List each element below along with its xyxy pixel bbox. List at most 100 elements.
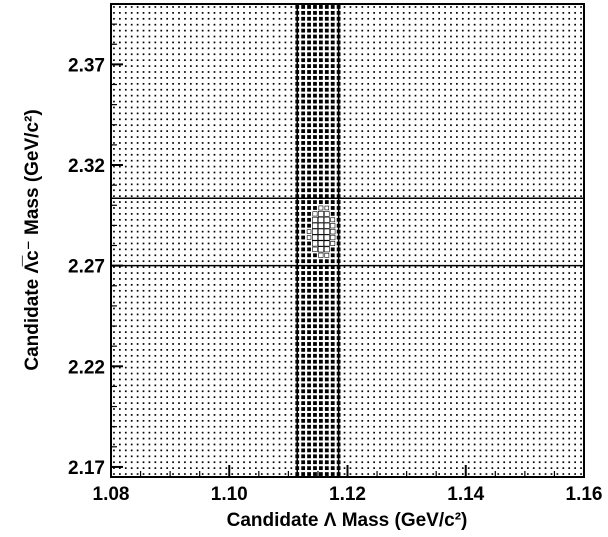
histogram-bin bbox=[473, 449, 476, 452]
histogram-bin bbox=[207, 372, 210, 375]
histogram-bin bbox=[160, 41, 163, 44]
histogram-bin bbox=[313, 164, 317, 169]
histogram-bin bbox=[284, 313, 287, 316]
histogram-bin bbox=[473, 343, 476, 345]
histogram-bin bbox=[408, 183, 411, 186]
histogram-bin bbox=[219, 65, 222, 67]
histogram-bin bbox=[396, 390, 399, 393]
histogram-bin bbox=[479, 295, 482, 298]
histogram-bin bbox=[142, 289, 145, 292]
histogram-bin bbox=[189, 372, 192, 375]
histogram-bin bbox=[130, 242, 133, 245]
histogram-bin bbox=[349, 224, 352, 227]
histogram-bin bbox=[408, 313, 411, 316]
histogram-bin bbox=[330, 241, 336, 246]
histogram-bin bbox=[456, 130, 458, 132]
histogram-bin bbox=[438, 402, 440, 404]
histogram-bin bbox=[266, 354, 269, 357]
histogram-bin bbox=[290, 467, 293, 469]
histogram-bin bbox=[355, 443, 358, 446]
histogram-bin bbox=[361, 94, 364, 97]
histogram-bin bbox=[438, 266, 440, 268]
histogram-bin bbox=[207, 201, 210, 203]
histogram-bin bbox=[255, 142, 257, 144]
histogram-bin bbox=[385, 94, 387, 97]
histogram-bin bbox=[284, 295, 287, 298]
histogram-bin bbox=[119, 266, 121, 268]
histogram-bin bbox=[408, 425, 411, 428]
histogram-bin bbox=[255, 77, 257, 79]
histogram-bin bbox=[178, 159, 180, 162]
histogram-bin bbox=[172, 266, 174, 268]
histogram-bin bbox=[461, 224, 464, 227]
histogram-bin bbox=[396, 207, 399, 209]
histogram-bin bbox=[148, 201, 151, 203]
histogram-bin bbox=[330, 413, 335, 417]
histogram-bin bbox=[249, 431, 251, 434]
histogram-bin bbox=[373, 431, 375, 434]
histogram-bin bbox=[119, 41, 121, 44]
histogram-bin bbox=[318, 359, 323, 364]
histogram-bin bbox=[284, 41, 287, 44]
histogram-bin bbox=[318, 176, 323, 181]
histogram-bin bbox=[130, 390, 133, 393]
histogram-bin bbox=[290, 183, 293, 186]
histogram-bin bbox=[231, 443, 234, 446]
histogram-bin bbox=[113, 136, 115, 138]
histogram-bin bbox=[290, 414, 293, 416]
histogram-bin bbox=[189, 213, 192, 215]
histogram-bin bbox=[119, 12, 121, 14]
histogram-bin bbox=[278, 159, 281, 162]
histogram-bin bbox=[438, 224, 440, 227]
histogram-bin bbox=[349, 272, 352, 274]
histogram-bin bbox=[142, 65, 145, 67]
histogram-bin bbox=[390, 12, 393, 14]
histogram-bin bbox=[330, 93, 335, 98]
histogram-bin bbox=[355, 12, 358, 14]
histogram-bin bbox=[290, 396, 293, 399]
histogram-bin bbox=[385, 100, 387, 103]
histogram-bin bbox=[343, 6, 346, 8]
histogram-bin bbox=[255, 325, 257, 328]
histogram-bin bbox=[113, 236, 115, 239]
histogram-bin bbox=[278, 23, 281, 26]
histogram-bin bbox=[385, 124, 387, 127]
histogram-bin bbox=[349, 94, 352, 97]
histogram-bin bbox=[184, 230, 186, 233]
histogram-bin bbox=[456, 419, 458, 422]
histogram-bin bbox=[379, 378, 381, 381]
histogram-bin bbox=[243, 82, 245, 85]
histogram-bin bbox=[479, 437, 482, 440]
histogram-bin bbox=[130, 283, 133, 286]
histogram-bin bbox=[237, 272, 239, 274]
histogram-bin bbox=[237, 142, 239, 144]
histogram-bin bbox=[207, 295, 210, 298]
histogram-bin bbox=[243, 224, 245, 227]
histogram-bin bbox=[408, 307, 411, 310]
histogram-bin bbox=[249, 278, 251, 280]
histogram-bin bbox=[408, 343, 411, 345]
histogram-bin bbox=[148, 242, 151, 245]
histogram-bin bbox=[142, 319, 145, 322]
histogram-bin bbox=[390, 213, 393, 215]
histogram-bin bbox=[450, 242, 452, 245]
histogram-bin bbox=[189, 236, 192, 239]
histogram-bin bbox=[249, 402, 251, 404]
histogram-bin bbox=[461, 301, 464, 304]
histogram-bin bbox=[148, 130, 151, 132]
histogram-bin bbox=[189, 65, 192, 67]
histogram-bin bbox=[124, 153, 127, 156]
histogram-bin bbox=[166, 443, 169, 446]
histogram-bin bbox=[414, 372, 417, 375]
histogram-bin bbox=[479, 319, 482, 322]
histogram-bin bbox=[290, 307, 293, 310]
histogram-bin bbox=[349, 17, 352, 20]
histogram-bin bbox=[148, 313, 151, 316]
histogram-bin bbox=[355, 425, 358, 428]
histogram-bin bbox=[438, 473, 440, 475]
histogram-bin bbox=[426, 100, 429, 103]
histogram-bin bbox=[130, 6, 133, 8]
histogram-bin bbox=[307, 442, 311, 447]
histogram-bin bbox=[148, 136, 151, 138]
histogram-bin bbox=[438, 100, 440, 103]
